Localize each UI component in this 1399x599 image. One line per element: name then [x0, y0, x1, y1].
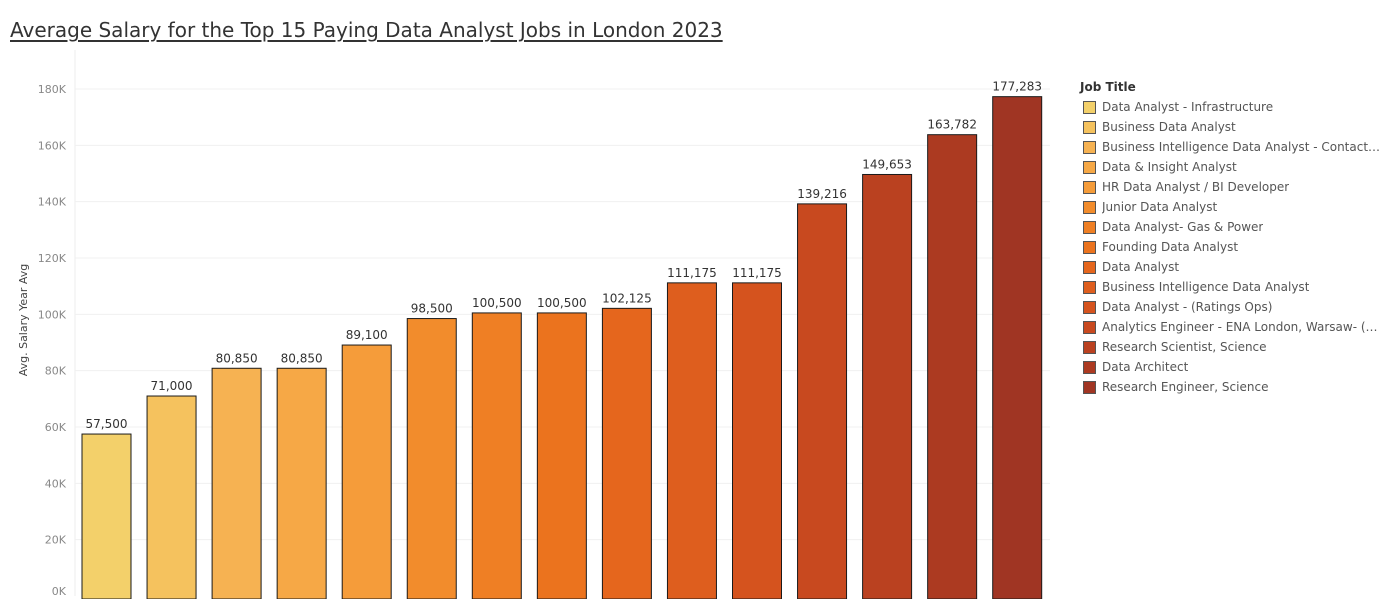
legend-swatch — [1083, 300, 1096, 314]
data-label: 100,500 — [472, 296, 522, 310]
data-label: 111,175 — [732, 266, 782, 280]
bar-chart: 0K 20K 40K 60K 80K 100K 120K 140K 160K 180K Avg. S… — [17, 50, 1050, 599]
bar — [146, 395, 197, 599]
y-tick-label: 100K — [38, 308, 67, 321]
legend-swatch — [1083, 200, 1096, 214]
legend-items: Data Analyst - Infrastructure Business Da… — [1080, 97, 1390, 397]
legend-item[interactable]: Data Analyst — [1080, 257, 1390, 277]
y-tick-label: 0K — [52, 585, 67, 598]
legend-item[interactable]: Data Analyst - (Ratings Ops) — [1080, 297, 1390, 317]
legend-label: Data Analyst - (Ratings Ops) — [1102, 300, 1273, 314]
legend-label: Founding Data Analyst — [1102, 240, 1239, 254]
data-label: 71,000 — [151, 379, 193, 393]
bar — [732, 282, 782, 599]
legend-swatch — [1083, 140, 1096, 154]
bar — [211, 367, 262, 599]
bar — [276, 367, 327, 599]
legend-title: Job Title — [1080, 80, 1136, 94]
data-label: 80,850 — [216, 351, 258, 365]
legend-label: Data & Insight Analyst — [1102, 160, 1237, 174]
bar — [927, 134, 978, 599]
legend-swatch — [1083, 280, 1096, 294]
legend-swatch — [1083, 220, 1096, 234]
legend-swatch — [1083, 160, 1096, 174]
y-tick-label: 140K — [38, 196, 67, 209]
data-label: 177,283 — [992, 80, 1042, 94]
legend-item[interactable]: Business Intelligence Data Analyst — [1080, 277, 1390, 297]
data-label: 98,500 — [411, 302, 453, 316]
bar — [341, 344, 392, 599]
legend-label: Research Scientist, Science — [1102, 340, 1267, 354]
data-label: 111,175 — [667, 266, 717, 280]
data-label: 89,100 — [346, 328, 388, 342]
legend-item[interactable]: Data & Insight Analyst — [1080, 157, 1390, 177]
legend-label: Business Intelligence Data Analyst - Con… — [1102, 140, 1382, 154]
legend-label: Junior Data Analyst — [1102, 200, 1218, 214]
bar — [81, 433, 132, 599]
legend-swatch — [1083, 100, 1096, 114]
y-tick-label: 20K — [45, 534, 67, 547]
chart-title: Average Salary for the Top 15 Paying Dat… — [10, 18, 723, 42]
legend-swatch — [1083, 240, 1096, 254]
legend-item[interactable]: Business Intelligence Data Analyst - Con… — [1080, 137, 1390, 157]
y-tick-label: 40K — [45, 477, 67, 490]
legend-item[interactable]: Data Analyst - Infrastructure — [1080, 97, 1390, 117]
legend-swatch — [1083, 120, 1096, 134]
data-label: 139,216 — [797, 187, 847, 201]
bar — [536, 312, 587, 599]
legend-swatch — [1083, 320, 1096, 334]
data-label: 80,850 — [281, 351, 323, 365]
legend-label: Business Data Analyst — [1102, 120, 1236, 134]
legend-label: Data Analyst- Gas & Power — [1102, 220, 1264, 234]
legend-label: Data Analyst — [1102, 260, 1180, 274]
data-label: 149,653 — [862, 157, 912, 171]
data-label: 57,500 — [86, 417, 128, 431]
legend-item[interactable]: Junior Data Analyst — [1080, 197, 1390, 217]
legend-swatch — [1083, 180, 1096, 194]
y-tick-label: 60K — [45, 421, 67, 434]
legend-label: Data Architect — [1102, 360, 1189, 374]
bar — [797, 203, 848, 599]
legend-swatch — [1083, 340, 1096, 354]
bar — [862, 173, 913, 599]
legend-item[interactable]: Research Scientist, Science — [1080, 337, 1390, 357]
bar — [601, 307, 652, 599]
legend: Job Title Data Analyst - Infrastructure B… — [1080, 80, 1390, 397]
y-tick-label: 160K — [38, 139, 67, 152]
legend-item[interactable]: Founding Data Analyst — [1080, 237, 1390, 257]
legend-label: HR Data Analyst / BI Developer — [1102, 180, 1290, 194]
bar — [471, 312, 522, 599]
legend-item[interactable]: Business Data Analyst — [1080, 117, 1390, 137]
data-label: 100,500 — [537, 296, 587, 310]
legend-swatch — [1083, 260, 1096, 274]
legend-item[interactable]: Data Architect — [1080, 357, 1390, 377]
y-tick-label: 120K — [38, 252, 67, 265]
legend-label: Data Analyst - Infrastructure — [1102, 100, 1274, 114]
legend-swatch — [1083, 360, 1096, 374]
legend-label: Research Engineer, Science — [1102, 380, 1269, 394]
y-axis-label: Avg. Salary Year Avg — [17, 264, 30, 377]
bar — [992, 96, 1043, 599]
legend-swatch — [1083, 380, 1096, 394]
bar — [406, 318, 457, 599]
legend-item[interactable]: HR Data Analyst / BI Developer — [1080, 177, 1390, 197]
legend-item[interactable]: Research Engineer, Science — [1080, 377, 1390, 397]
legend-label: Analytics Engineer - ENA London, Warsaw-… — [1102, 320, 1382, 334]
y-tick-label: 80K — [45, 365, 67, 378]
data-label: 102,125 — [602, 291, 652, 305]
legend-item[interactable]: Data Analyst- Gas & Power — [1080, 217, 1390, 237]
data-label: 163,782 — [927, 118, 977, 132]
y-tick-label: 180K — [38, 83, 67, 96]
legend-label: Business Intelligence Data Analyst — [1102, 280, 1310, 294]
bar — [666, 282, 717, 599]
legend-item[interactable]: Analytics Engineer - ENA London, Warsaw-… — [1080, 317, 1390, 337]
